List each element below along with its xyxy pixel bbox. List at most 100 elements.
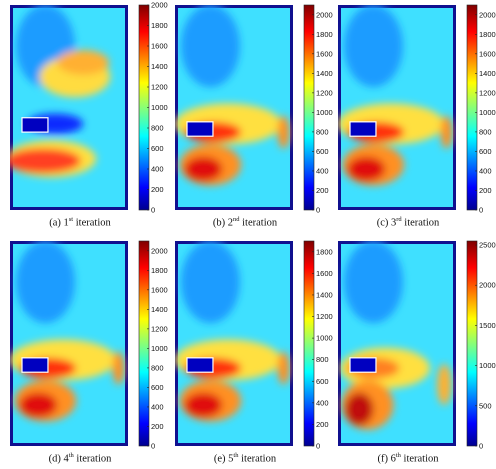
colorbar-tick-label: 2000 <box>316 10 333 19</box>
colorbar-tick-label: 1400 <box>151 62 168 71</box>
colorbar-tick-label: 2500 <box>479 241 496 250</box>
colorbar-tick-label: 1400 <box>479 69 496 78</box>
colorbar-tick-label: 1600 <box>316 49 333 58</box>
colorbar-tick-label: 600 <box>316 147 329 156</box>
caption-a-sup: st <box>68 216 74 223</box>
colorbar <box>466 240 478 447</box>
colorbar-tick-label: 600 <box>151 383 164 392</box>
colorbar-tick-label: 800 <box>316 355 329 364</box>
obstacle <box>186 121 214 137</box>
caption-d: (d) 4th iteration <box>5 452 155 465</box>
caption-b-text: (b) 2 <box>212 217 233 229</box>
colorbar-tick-label: 1000 <box>479 108 496 117</box>
colorbar-tick-label: 0 <box>479 206 483 215</box>
caption-c: (c) 3rd iteration <box>333 216 483 229</box>
field-blob <box>277 115 290 149</box>
colorbar-tick-label: 400 <box>479 166 492 175</box>
caption-c-sup: rd <box>396 216 402 223</box>
panel-a: 0 200 400 600 800 1000 1200 1400 1600 1800 2000 (a… <box>5 0 170 233</box>
colorbar <box>466 4 478 211</box>
field-blob <box>440 115 453 149</box>
obstacle <box>349 357 377 373</box>
contour-plot-c: 0 200 400 600 800 1000 1200 1400 1600 1800 2000 <box>338 4 496 215</box>
field-blob <box>437 364 452 405</box>
field-blob <box>277 351 290 385</box>
caption-f: (f) 6th iteration <box>333 452 483 465</box>
field-blob <box>345 392 374 426</box>
field-blobs <box>338 5 453 186</box>
colorbar-tick-label: 1600 <box>151 42 168 51</box>
caption-f-sup: th <box>395 452 401 459</box>
field-blob <box>57 50 110 75</box>
field-blob <box>184 156 223 182</box>
colorbar-tick-label: 500 <box>479 401 492 410</box>
field-blobs <box>10 241 125 422</box>
caption-d-text: (d) 4 <box>48 453 69 465</box>
colorbar-tick-label: 1200 <box>316 88 333 97</box>
colorbar-tick-label: 600 <box>316 377 329 386</box>
field-blob <box>180 241 240 323</box>
field-blob <box>343 241 403 323</box>
field-blob <box>347 156 386 182</box>
field-blob <box>15 241 75 323</box>
field-blob <box>19 392 58 418</box>
caption-d-sup: th <box>68 452 74 459</box>
caption-c-rest: iteration <box>401 217 440 229</box>
caption-a-text: (a) 1 <box>49 217 69 229</box>
caption-b-sup: nd <box>233 216 240 223</box>
colorbar-tick-label: 1000 <box>316 334 333 343</box>
colorbar-tick-label: 0 <box>151 442 155 451</box>
colorbar-tick-label: 1200 <box>151 324 168 333</box>
panel-c: 0 200 400 600 800 1000 1200 1400 1600 1800 2000 (c… <box>333 0 496 233</box>
colorbar-tick-label: 2000 <box>479 10 496 19</box>
field-blob <box>10 148 81 174</box>
field-blob <box>112 351 125 385</box>
caption-e: (e) 5th iteration <box>170 452 320 465</box>
contour-plot-b: 0 200 400 600 800 1000 1200 1400 1600 1800 2000 <box>175 4 333 215</box>
panel-e: 0 200 400 600 800 1000 1200 1400 1600 1800 (e) 5t… <box>170 236 335 469</box>
caption-e-sup: th <box>233 452 239 459</box>
colorbar-tick-label: 1400 <box>316 290 333 299</box>
colorbar-tick-label: 2000 <box>151 246 168 255</box>
colorbar <box>303 4 315 211</box>
colorbar-tick-label: 200 <box>316 186 329 195</box>
field-blobs <box>10 5 111 178</box>
colorbar-tick-label: 400 <box>316 398 329 407</box>
caption-f-rest: iteration <box>400 453 439 465</box>
panel-f: 0 500 1000 1500 2000 2500 (f) 6th iteration <box>333 236 496 469</box>
contour-plot-a: 0 200 400 600 800 1000 1200 1400 1600 1800 2000 <box>10 1 168 215</box>
caption-e-text: (e) 5 <box>213 453 234 465</box>
colorbar-tick-label: 1000 <box>316 108 333 117</box>
colorbar-tick-label: 600 <box>479 147 492 156</box>
field-blob <box>180 5 240 87</box>
colorbar-tick-label: 0 <box>316 442 320 451</box>
colorbar-tick-label: 200 <box>151 422 164 431</box>
field-blob <box>184 392 223 418</box>
colorbar-tick-label: 1800 <box>151 21 168 30</box>
colorbar-tick-label: 1200 <box>479 88 496 97</box>
colorbar-tick-label: 200 <box>151 185 164 194</box>
colorbar-tick-label: 1600 <box>151 285 168 294</box>
colorbar <box>138 240 150 447</box>
colorbar-tick-label: 400 <box>151 402 164 411</box>
caption-e-rest: iteration <box>238 453 277 465</box>
colorbar-tick-label: 1600 <box>316 269 333 278</box>
colorbar-tick-label: 1800 <box>316 247 333 256</box>
colorbar-tick-label: 2000 <box>151 1 168 10</box>
contour-plot-e: 0 200 400 600 800 1000 1200 1400 1600 1800 <box>175 240 333 451</box>
colorbar-tick-label: 800 <box>151 363 164 372</box>
panel-d: 0 200 400 600 800 1000 1200 1400 1600 1800 2000 (d… <box>5 236 170 469</box>
colorbar-tick-label: 800 <box>316 127 329 136</box>
colorbar-tick-label: 1400 <box>151 305 168 314</box>
contour-plot-d: 0 200 400 600 800 1000 1200 1400 1600 1800 2000 <box>10 240 168 451</box>
colorbar-tick-label: 1000 <box>151 344 168 353</box>
colorbar-tick-label: 1400 <box>316 69 333 78</box>
obstacle <box>349 121 377 137</box>
colorbar <box>303 240 315 447</box>
colorbar-tick-label: 1600 <box>479 49 496 58</box>
caption-a: (a) 1st iteration <box>5 216 155 229</box>
colorbar-tick-label: 1000 <box>479 361 496 370</box>
colorbar-tick-label: 1200 <box>316 312 333 321</box>
colorbar-tick-label: 2000 <box>479 281 496 290</box>
colorbar-tick-label: 1800 <box>316 30 333 39</box>
